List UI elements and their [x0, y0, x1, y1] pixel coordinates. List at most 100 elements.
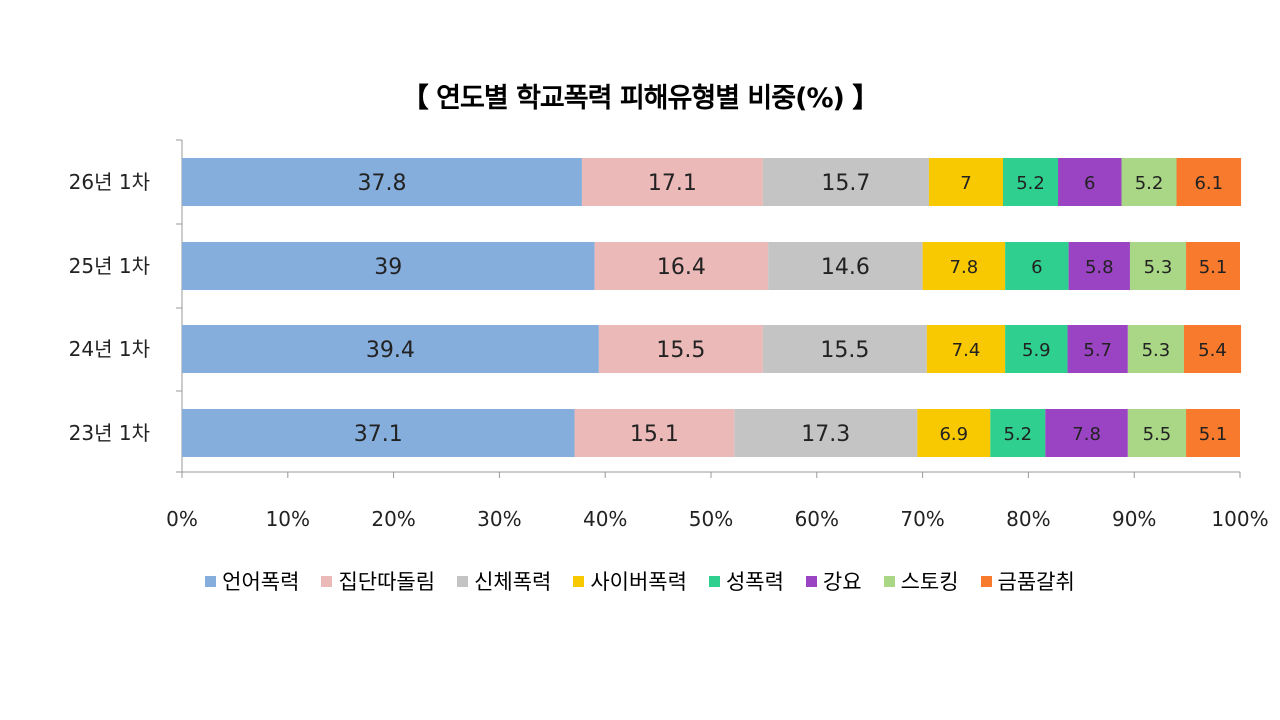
- data-label: 5.4: [1198, 340, 1227, 361]
- bar-segment: [917, 409, 991, 457]
- bar-segment: [1068, 242, 1130, 290]
- x-tick-label: 80%: [1006, 507, 1050, 531]
- legend-item: 사이버폭력: [573, 566, 687, 596]
- data-label: 16.4: [657, 255, 706, 280]
- bar-segment: [762, 158, 929, 206]
- x-tick-label: 10%: [266, 507, 310, 531]
- data-label: 17.3: [801, 422, 850, 447]
- category-label: 23년 1차: [69, 421, 150, 445]
- legend-swatch: [457, 575, 469, 587]
- data-label: 5.3: [1142, 340, 1171, 361]
- bars: [182, 158, 1242, 457]
- legend-swatch: [573, 575, 585, 587]
- legend-item: 스토킹: [883, 566, 959, 596]
- data-label: 6.9: [939, 424, 968, 445]
- data-label: 6: [1084, 173, 1095, 194]
- data-label: 7.4: [952, 340, 981, 361]
- x-tick-label: 40%: [583, 507, 627, 531]
- legend-label: 신체폭력: [474, 570, 552, 594]
- x-tick-label: 100%: [1211, 507, 1268, 531]
- category-label: 26년 1차: [69, 170, 150, 194]
- data-label: 14.6: [821, 255, 870, 280]
- data-label: 15.7: [821, 171, 870, 196]
- bar-segment: [1121, 158, 1177, 206]
- bar-segment: [1067, 325, 1128, 373]
- data-label: 39.4: [366, 338, 415, 363]
- data-label: 5.8: [1085, 257, 1114, 278]
- bar-segment: [990, 409, 1046, 457]
- x-tick-label: 50%: [689, 507, 733, 531]
- data-label: 7: [960, 173, 971, 194]
- bar-segment: [594, 242, 769, 290]
- bar-segment: [182, 409, 575, 457]
- data-label: 5.9: [1022, 340, 1051, 361]
- data-label: 5.2: [1016, 173, 1045, 194]
- data-label: 15.5: [820, 338, 869, 363]
- legend-label: 사이버폭력: [590, 570, 687, 594]
- legend-label: 집단따돌림: [338, 570, 436, 594]
- data-label: 5.1: [1199, 257, 1228, 278]
- bar-segment: [762, 325, 927, 373]
- legend-label: 성폭력: [725, 570, 784, 594]
- bar-segment: [1045, 409, 1128, 457]
- bar-segment: [1186, 409, 1240, 457]
- category-label: 25년 1차: [69, 254, 150, 278]
- data-label: 5.1: [1199, 424, 1228, 445]
- chart-title: 【 연도별 학교폭력 피해유형별 비중(%) 】: [401, 83, 880, 114]
- bar-segment: [926, 325, 1006, 373]
- bar-segment: [182, 158, 582, 206]
- bar-segment: [928, 158, 1004, 206]
- data-labels: 37.8 17.1 15.7 7 5.2 6 5.2 6.1 39 16.4 14.6 7.8 6 5.8…: [354, 171, 1228, 447]
- bar-segment: [182, 242, 595, 290]
- bar-segment: [182, 325, 599, 373]
- legend-swatch: [883, 575, 895, 587]
- data-label: 5.7: [1083, 340, 1112, 361]
- data-label: 39: [374, 255, 402, 280]
- axes: 0% 10% 20% 30% 40% 50% 60% 70% 80% 90% 100% 26년 1차 2…: [69, 139, 1269, 531]
- data-label: 5.5: [1143, 424, 1172, 445]
- bar-segment: [922, 242, 1006, 290]
- data-label: 5.2: [1003, 424, 1032, 445]
- bar-segment: [768, 242, 923, 290]
- legend-item: 집단따돌림: [321, 566, 435, 596]
- legend-swatch: [805, 575, 817, 587]
- bar-segment: [1127, 409, 1187, 457]
- data-label: 5.3: [1144, 257, 1173, 278]
- bar-segment: [1127, 325, 1184, 373]
- x-tick-label: 0%: [166, 507, 198, 531]
- bar-segment: [1005, 242, 1069, 290]
- bar-segment: [581, 158, 763, 206]
- bar-segment: [1058, 158, 1122, 206]
- data-label: 5.2: [1135, 173, 1164, 194]
- legend-swatch: [321, 575, 333, 587]
- legend-item: 성폭력: [708, 566, 784, 596]
- data-label: 15.5: [656, 338, 705, 363]
- data-label: 15.1: [630, 422, 679, 447]
- bar-segment: [1183, 325, 1242, 373]
- x-tick-label: 20%: [371, 507, 415, 531]
- bar-segment: [1186, 242, 1240, 290]
- legend-swatch: [205, 575, 217, 587]
- bar-segment: [734, 409, 918, 457]
- legend-item: 신체폭력: [457, 566, 551, 596]
- data-label: 37.8: [357, 171, 406, 196]
- bar-segment: [1003, 158, 1059, 206]
- legend-swatch: [980, 575, 992, 587]
- x-tick-label: 70%: [900, 507, 944, 531]
- bar-segment: [1005, 325, 1068, 373]
- data-label: 17.1: [648, 171, 697, 196]
- bar-segment: [574, 409, 735, 457]
- legend: 언어폭력 집단따돌림 신체폭력 사이버폭력 성폭력 강요 스토킹 금품갈취: [0, 566, 1280, 596]
- data-label: 6.1: [1194, 173, 1223, 194]
- legend-item: 금품갈취: [980, 566, 1075, 596]
- data-label: 7.8: [1072, 424, 1101, 445]
- bar-segment: [1129, 242, 1187, 290]
- data-label: 6: [1031, 257, 1042, 278]
- data-label: 37.1: [354, 422, 403, 447]
- legend-label: 언어폭력: [222, 570, 300, 594]
- category-label: 24년 1차: [69, 337, 150, 361]
- legend-label: 강요: [822, 570, 862, 594]
- x-tick-label: 60%: [795, 507, 839, 531]
- legend-swatch: [708, 575, 720, 587]
